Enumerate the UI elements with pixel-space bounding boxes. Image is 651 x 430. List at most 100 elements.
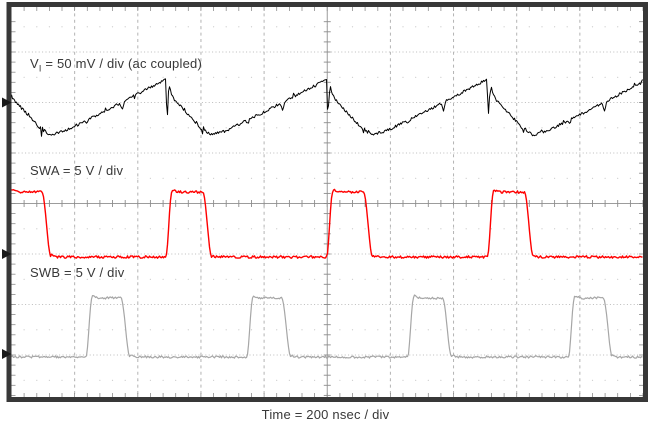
minor-dot — [175, 329, 177, 331]
minor-dot — [187, 76, 189, 78]
minor-dot — [617, 379, 619, 381]
minor-dot — [187, 228, 189, 230]
minor-dot — [23, 26, 25, 28]
minor-dot — [276, 329, 278, 331]
minor-dot — [86, 26, 88, 28]
minor-dot — [61, 127, 63, 129]
minor-dot — [604, 76, 606, 78]
minor-dot — [629, 127, 632, 129]
minor-dot — [427, 127, 429, 129]
minor-dot — [566, 177, 568, 179]
plot-frame — [6, 2, 648, 402]
minor-dot — [86, 329, 88, 331]
minor-dot — [554, 26, 556, 28]
minor-dot — [478, 228, 480, 230]
minor-dot — [554, 379, 556, 381]
trace-swb-label: SWB = 5 V / div — [30, 265, 125, 280]
minor-dot — [389, 228, 391, 230]
minor-dot — [99, 278, 101, 280]
minor-dot — [200, 228, 202, 230]
minor-dot — [314, 76, 316, 78]
minor-dot — [339, 76, 341, 78]
minor-dot — [351, 127, 354, 129]
minor-dot — [149, 76, 151, 78]
minor-dot — [465, 76, 467, 78]
minor-dot — [250, 26, 253, 28]
trace-vi-label-scale: = 50 mV / div (ac coupled) — [41, 56, 202, 71]
minor-dot — [579, 278, 581, 280]
minor-dot — [402, 127, 404, 129]
minor-dot — [427, 379, 429, 381]
minor-dot — [124, 76, 126, 78]
minor-dot — [351, 379, 354, 381]
minor-dot — [111, 76, 114, 78]
minor-dot — [389, 177, 391, 179]
minor-dot — [452, 127, 455, 129]
minor-dot — [503, 228, 505, 230]
minor-dot — [276, 127, 278, 129]
minor-dot — [617, 329, 619, 331]
trace-swa-label: SWA = 5 V / div — [30, 163, 124, 178]
minor-dot — [162, 26, 164, 28]
minor-dot — [149, 278, 151, 280]
minor-dot — [225, 177, 227, 179]
minor-dot — [213, 329, 215, 331]
minor-dot — [301, 329, 303, 331]
minor-dot — [288, 278, 290, 280]
minor-dot — [604, 177, 606, 179]
minor-dot — [351, 177, 354, 179]
minor-dot — [124, 228, 126, 230]
minor-dot — [339, 177, 341, 179]
minor-dot — [591, 329, 594, 331]
minor-dot — [99, 177, 101, 179]
minor-dot — [351, 26, 354, 28]
minor-dot — [516, 278, 518, 280]
minor-dot — [541, 379, 543, 381]
minor-dot — [213, 76, 215, 78]
minor-dot — [339, 127, 341, 129]
minor-dot — [288, 177, 290, 179]
trace-vi-label: VI = 50 mV / div (ac coupled) — [30, 57, 202, 74]
minor-dot — [604, 127, 606, 129]
minor-dot — [314, 329, 316, 331]
minor-dot — [111, 329, 114, 331]
minor-dot — [301, 278, 303, 280]
minor-dot — [250, 127, 253, 129]
minor-dot — [314, 228, 316, 230]
minor-dot — [364, 177, 366, 179]
minor-dot — [528, 127, 530, 129]
minor-dot — [48, 177, 51, 179]
minor-dot — [276, 177, 278, 179]
trace-vi-label-symbol: V — [30, 56, 39, 71]
minor-dot — [389, 127, 391, 129]
minor-dot — [604, 228, 606, 230]
minor-dot — [503, 379, 505, 381]
minor-dot — [36, 329, 38, 331]
minor-dot — [314, 26, 316, 28]
minor-dot — [452, 278, 455, 280]
minor-dot — [23, 228, 25, 230]
minor-dot — [225, 228, 227, 230]
minor-dot — [301, 26, 303, 28]
minor-dot — [225, 26, 227, 28]
minor-dot — [213, 379, 215, 381]
minor-dot — [402, 76, 404, 78]
trace-swa-waveform — [11, 188, 643, 259]
graticule — [11, 7, 644, 397]
minor-dot — [149, 127, 151, 129]
minor-dot — [301, 379, 303, 381]
minor-dot — [23, 76, 25, 78]
minor-dot — [86, 379, 88, 381]
minor-dot — [111, 26, 114, 28]
minor-dot — [61, 177, 63, 179]
minor-dot — [415, 127, 417, 129]
minor-dot — [250, 76, 253, 78]
minor-dot — [440, 329, 442, 331]
minor-dot — [554, 329, 556, 331]
minor-dot — [200, 127, 202, 129]
minor-dot — [452, 228, 455, 230]
minor-dot — [175, 127, 177, 129]
minor-dot — [629, 329, 632, 331]
minor-dot — [339, 379, 341, 381]
